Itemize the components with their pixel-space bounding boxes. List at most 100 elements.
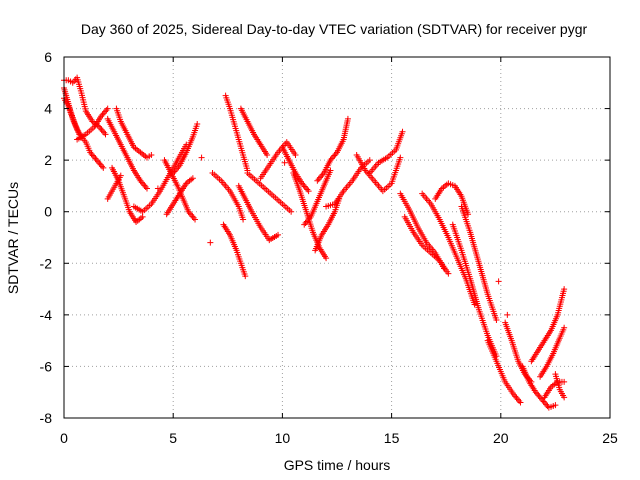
y-tick-label: 0 <box>44 204 52 220</box>
data-point <box>92 155 99 162</box>
data-point <box>301 183 308 190</box>
data-point <box>99 128 106 135</box>
data-point <box>98 126 105 133</box>
data-point <box>89 152 96 159</box>
data-point <box>544 403 551 410</box>
data-point <box>102 108 109 115</box>
data-point <box>561 394 568 401</box>
data-point <box>91 154 98 161</box>
data-point <box>100 110 107 117</box>
data-point <box>97 161 104 168</box>
y-tick-label: -2 <box>40 255 53 271</box>
data-point <box>541 400 548 407</box>
data-point <box>330 154 337 161</box>
data-point <box>288 208 295 215</box>
data-point <box>198 154 205 161</box>
data-point <box>140 180 147 187</box>
data-point <box>240 216 247 223</box>
data-point <box>504 311 511 318</box>
data-point <box>95 158 102 165</box>
data-point <box>275 231 282 238</box>
data-point <box>302 220 309 227</box>
y-tick-label: 4 <box>44 101 52 117</box>
y-tick-label: 2 <box>44 152 52 168</box>
data-point <box>301 221 308 228</box>
x-tick-label: 20 <box>493 430 509 446</box>
y-tick-label: 6 <box>44 49 52 65</box>
data-point <box>344 115 351 122</box>
data-point <box>314 177 321 184</box>
data-point <box>540 398 547 405</box>
data-point <box>514 396 521 403</box>
data-point <box>315 176 322 183</box>
data-point <box>397 154 404 161</box>
data-point <box>331 152 338 159</box>
data-point <box>536 393 543 400</box>
x-tick-label: 25 <box>602 430 618 446</box>
data-point <box>316 174 323 181</box>
data-point <box>323 255 330 262</box>
data-point <box>327 167 334 174</box>
data-point <box>102 131 109 138</box>
data-point <box>465 211 472 218</box>
plot-frame <box>63 56 611 419</box>
y-tick-label: -4 <box>40 307 53 323</box>
data-point <box>194 121 201 128</box>
y-tick-label: -8 <box>40 410 53 426</box>
data-point <box>190 214 197 221</box>
data-point <box>552 402 559 409</box>
data-point <box>561 286 568 293</box>
grid <box>64 57 610 418</box>
data-point <box>143 185 150 192</box>
data-point <box>148 151 155 158</box>
x-tick-label: 0 <box>60 430 68 446</box>
data-point <box>101 129 108 136</box>
x-tick-label: 15 <box>384 430 400 446</box>
data-point <box>561 378 568 385</box>
data-point <box>96 160 103 167</box>
data-point <box>302 184 309 191</box>
x-tick-label: 5 <box>169 430 177 446</box>
data-point <box>561 324 568 331</box>
data-point <box>192 216 199 223</box>
data-point <box>142 183 149 190</box>
data-point <box>242 273 249 280</box>
data-point <box>93 157 100 164</box>
data-point <box>537 395 544 402</box>
data-point <box>471 301 478 308</box>
data-point <box>189 213 196 220</box>
data-point <box>495 278 502 285</box>
data-point <box>517 399 524 406</box>
data-point <box>516 397 523 404</box>
data-point <box>207 239 214 246</box>
data-point <box>97 125 104 132</box>
data-point <box>366 157 373 164</box>
y-tick-label: -6 <box>40 358 53 374</box>
x-tick-label: 10 <box>275 430 291 446</box>
data-point <box>117 172 124 179</box>
data-point <box>493 317 500 324</box>
data-point <box>535 392 542 399</box>
axis-ticks: 0 5 10 15 20 25 -8 -6 -4 -2 0 2 4 6 <box>40 49 618 446</box>
data-point <box>513 394 520 401</box>
data-point <box>139 213 146 220</box>
data-point <box>188 211 195 218</box>
data-point <box>318 173 325 180</box>
data-point <box>154 185 161 192</box>
data-point <box>445 270 452 277</box>
data-point <box>292 151 299 158</box>
data-point <box>305 188 312 195</box>
data-point <box>141 182 148 189</box>
data-points <box>61 74 568 411</box>
data-point <box>281 159 288 166</box>
data-point <box>264 151 271 158</box>
data-point <box>189 175 196 182</box>
data-point <box>100 164 107 171</box>
y-axis-label: SDTVAR / TECUs <box>5 182 21 294</box>
data-point <box>104 105 111 112</box>
data-point <box>103 107 110 114</box>
chart-title: Day 360 of 2025, Sidereal Day-to-day VTE… <box>81 21 588 37</box>
data-point <box>99 163 106 170</box>
data-point <box>304 186 311 193</box>
